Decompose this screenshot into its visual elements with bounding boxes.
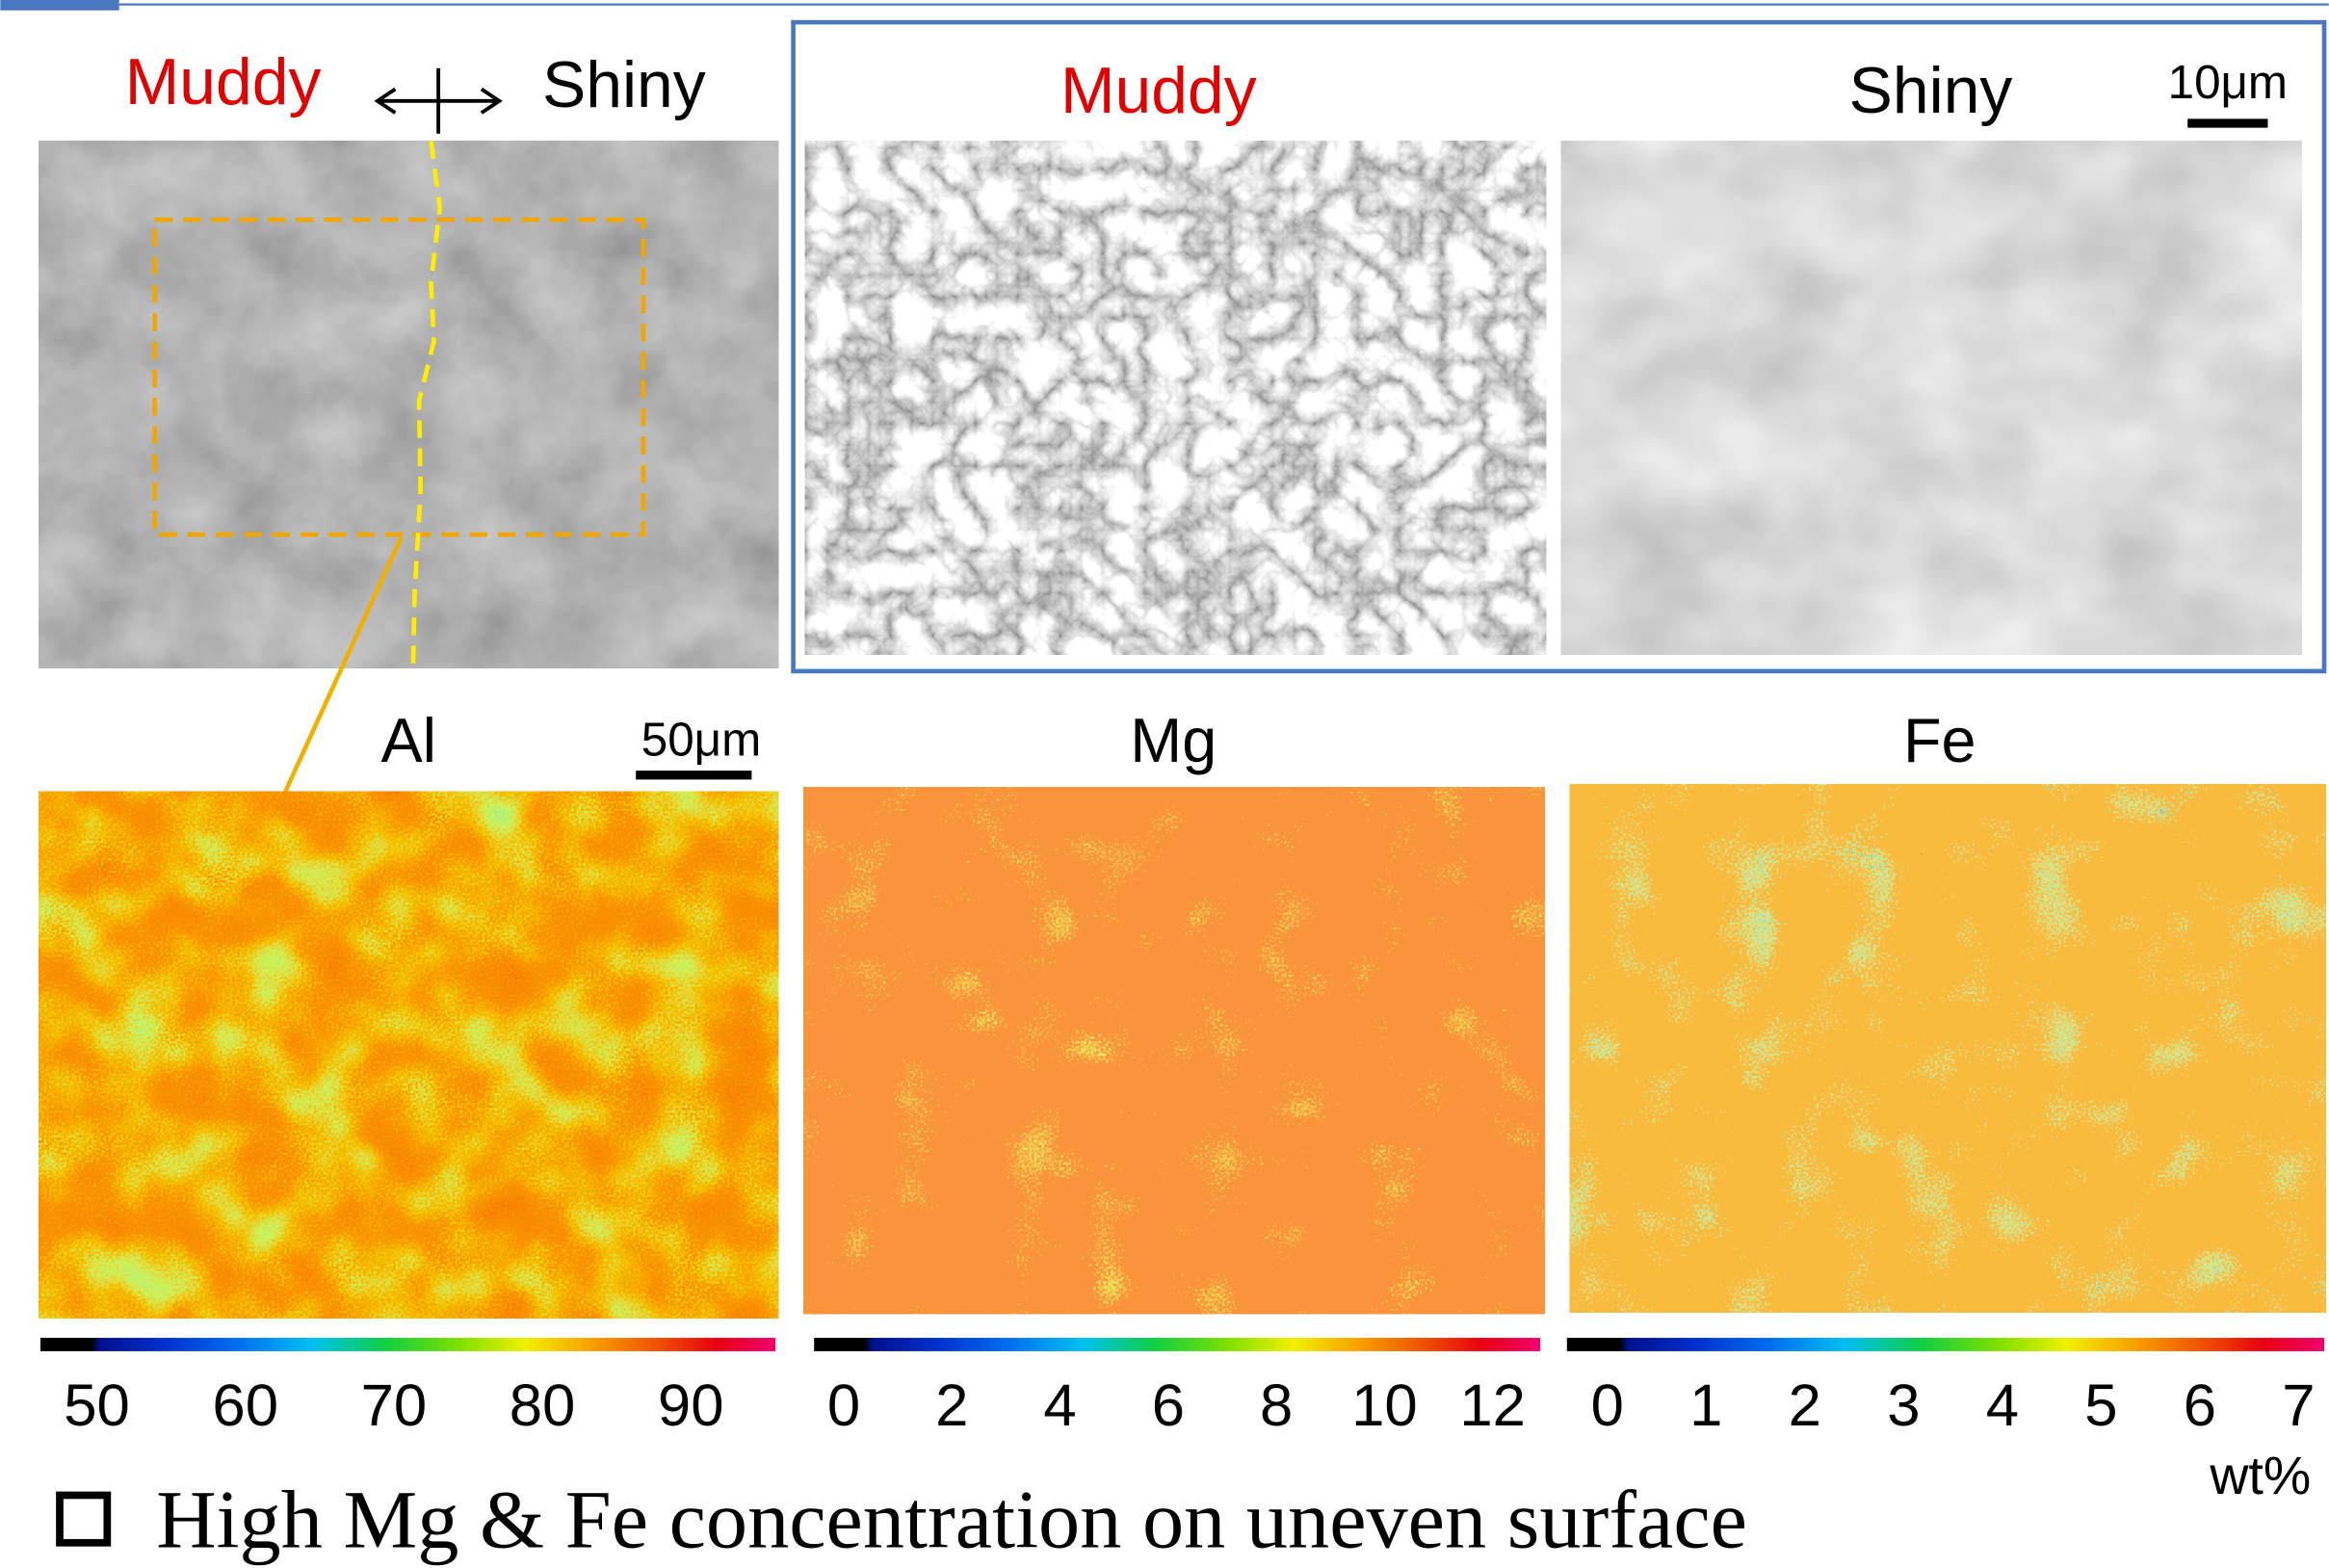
sem-shiny-image	[1561, 141, 2302, 654]
colorbar-tick-label: 0	[1591, 1372, 1624, 1439]
colorbar-tick-label: 70	[361, 1372, 428, 1439]
eds-map	[39, 792, 778, 1319]
colorbar-tick-label: 3	[1887, 1372, 1920, 1439]
colorbar-tick-label: 12	[1459, 1372, 1526, 1439]
figure: Muddy Shiny Muddy Shiny 10μm High Mg & F…	[0, 0, 2329, 1568]
map-title: Mg	[1130, 705, 1217, 775]
colorbar	[1567, 1338, 2324, 1351]
colorbar-tick-label: 4	[1986, 1372, 2019, 1439]
eds-map	[803, 787, 1544, 1314]
sem-muddy-title: Muddy	[1060, 55, 1257, 127]
overview-shiny-label: Shiny	[542, 49, 706, 121]
sem-scale-label: 10μm	[2168, 56, 2288, 109]
colorbar-tick-label: 0	[827, 1372, 860, 1439]
sem-shiny-title: Shiny	[1849, 55, 2013, 127]
colorbar-tick-label: 4	[1043, 1372, 1076, 1439]
overview-muddy-label: Muddy	[125, 46, 322, 118]
sem-muddy-image	[805, 141, 1546, 654]
colorbar-tick-label: 6	[2184, 1372, 2216, 1439]
colorbar-tick-label: 7	[2282, 1372, 2315, 1439]
colorbar-tick-label: 2	[1789, 1372, 1821, 1439]
colorbar-tick-label: 80	[510, 1372, 576, 1439]
caption-bullet	[60, 1495, 107, 1542]
colorbar-tick-label: 60	[212, 1372, 278, 1439]
colorbar-tick-label: 2	[935, 1372, 968, 1439]
colorbar-tick-label: 8	[1260, 1372, 1293, 1439]
colorbar-tick-label: 90	[658, 1372, 724, 1439]
colorbar-tick-label: 10	[1351, 1372, 1418, 1439]
map-title: Al	[381, 705, 437, 775]
colorbar	[40, 1338, 775, 1351]
colorbar-tick-label: 5	[2084, 1372, 2117, 1439]
colorbar-tick-label: 6	[1152, 1372, 1185, 1439]
caption: High Mg & Fe concentration on uneven sur…	[156, 1473, 1747, 1565]
map-title: Fe	[1903, 705, 1976, 775]
corner-mark	[0, 0, 118, 11]
colorbar-tick-label: 1	[1689, 1372, 1722, 1439]
eds-map	[1570, 784, 2326, 1313]
boundary-arrow	[378, 68, 499, 134]
page: {"overview": {"left_label": "Muddy", "ri…	[0, 0, 2329, 1568]
colorbar	[814, 1338, 1540, 1351]
colorbar-tick-label: 50	[64, 1372, 130, 1439]
map-scale-label: 50μm	[641, 714, 761, 767]
unit-label: wt%	[2209, 1446, 2311, 1505]
